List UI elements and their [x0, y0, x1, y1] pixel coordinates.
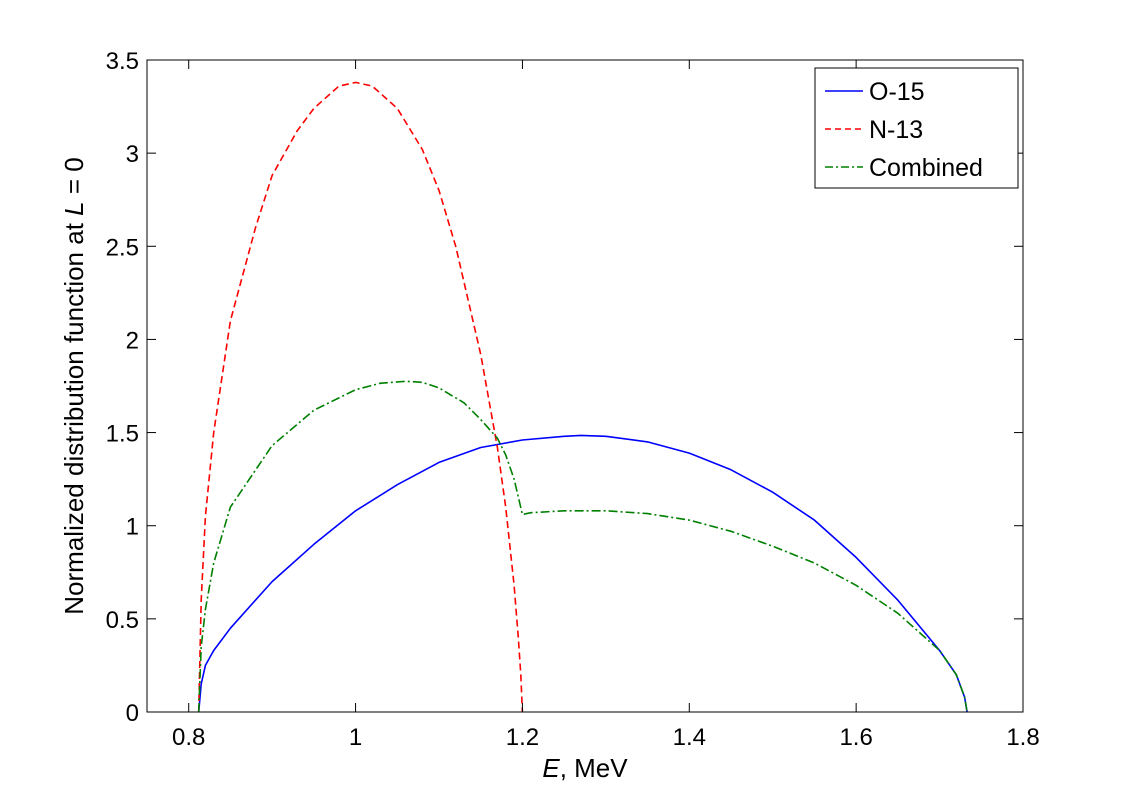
x-tick-label: 1.6 — [839, 724, 872, 751]
y-tick-label: 3.5 — [106, 48, 139, 75]
x-tick-label: 1 — [349, 724, 362, 751]
y-tick-label: 3 — [126, 141, 139, 168]
y-tick-label: 1 — [126, 514, 139, 541]
legend-label-combined: Combined — [869, 154, 983, 182]
legend: O-15 N-13 Combined — [814, 67, 1019, 189]
x-tick-label: 1.4 — [673, 724, 706, 751]
x-tick-label: 1.2 — [506, 724, 539, 751]
y-tick-label: 2.5 — [106, 234, 139, 261]
plot-frame — [146, 59, 1024, 713]
series-line-combined — [197, 380, 968, 713]
x-tick-label: 0.8 — [172, 724, 205, 751]
y-axis-label: Normalized distribution function at L = … — [59, 157, 89, 614]
y-tick-label: 0.5 — [106, 607, 139, 634]
y-tick-label: 1.5 — [106, 421, 139, 448]
x-axis-label: E, MeV — [542, 753, 628, 783]
x-tick-label: 1.8 — [1006, 724, 1039, 751]
legend-label-o15: O-15 — [869, 78, 925, 106]
axis-ticks: 0.8 1 1.2 1.4 1.6 1.8 0 0.5 1 1.5 2 2.5 3 3.5 — [106, 48, 1040, 751]
y-tick-label: 0 — [126, 700, 139, 727]
y-tick-label: 2 — [126, 327, 139, 354]
series-line-o15 — [197, 434, 968, 713]
legend-box — [814, 67, 1019, 189]
legend-label-n13: N-13 — [869, 116, 923, 144]
plot-curves — [197, 81, 968, 713]
series-line-n13 — [197, 81, 524, 713]
